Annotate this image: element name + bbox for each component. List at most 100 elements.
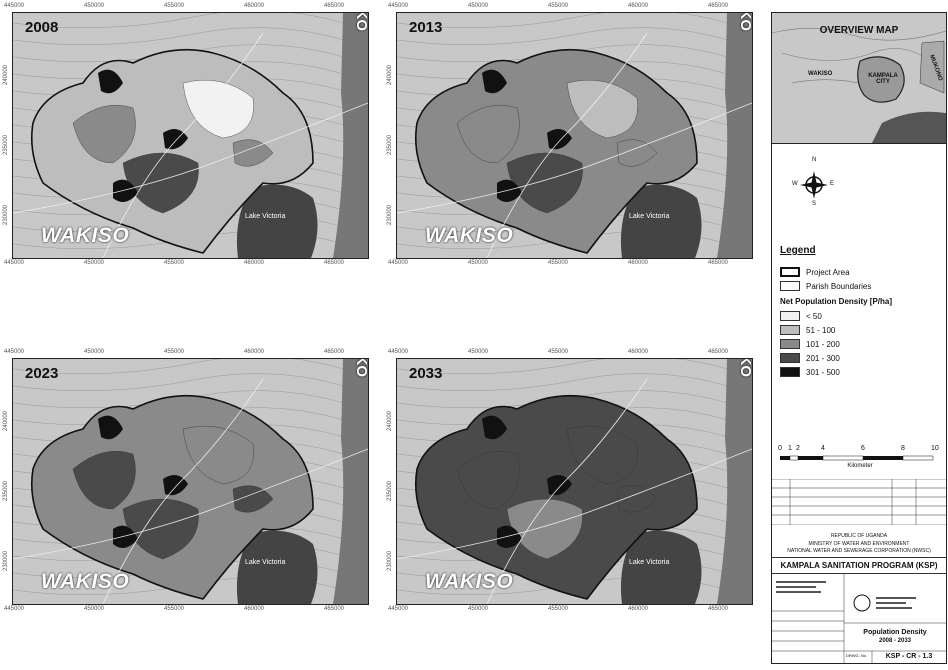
density-title: Net Population Density [P/ha]	[780, 297, 893, 306]
legend-class-row: < 50	[780, 311, 822, 321]
y-tick-label: 240000	[3, 410, 10, 432]
x-tick-label: 465000	[324, 606, 345, 612]
map-panel-2033: 2033 WAKISO MUKO Lake Victoria	[396, 358, 753, 605]
y-tick-label: 235000	[3, 134, 10, 156]
scale-tick-label: 6	[861, 445, 865, 452]
y-tick-label: 230000	[3, 204, 10, 226]
lake-victoria-label: Lake Victoria	[629, 559, 670, 566]
lake-victoria-label: Lake Victoria	[245, 213, 286, 220]
overview-wakiso-label: WAKISO	[808, 71, 833, 77]
legend-class-label: 101 - 200	[806, 339, 840, 349]
mukono-label: MUKO	[353, 13, 368, 31]
wakiso-label: WAKISO	[425, 570, 514, 593]
overview-map: OVERVIEW MAP WAKISO KAMPALA CITY MUKONO	[772, 13, 946, 144]
x-tick-label: 450000	[468, 3, 489, 9]
scale-tick-label: 8	[901, 445, 905, 452]
legend-swatch	[780, 325, 800, 335]
x-tick-label: 460000	[244, 3, 265, 9]
scale-tick-label: 1	[788, 445, 792, 452]
panel-year-label: 2008	[25, 19, 59, 36]
x-tick-label: 455000	[548, 3, 569, 9]
compass-w: W	[792, 181, 798, 187]
wakiso-label: WAKISO	[425, 224, 514, 247]
x-tick-label: 455000	[548, 606, 569, 612]
legend-parish-boundaries: Parish Boundaries	[780, 281, 871, 291]
x-tick-label: 455000	[164, 260, 185, 266]
x-tick-label: 445000	[388, 260, 409, 266]
x-tick-label: 465000	[324, 349, 345, 355]
drawing-range: 2008 - 2033	[878, 638, 912, 644]
legend-class-label: < 50	[806, 311, 822, 321]
scale-unit: Kilometer	[847, 463, 873, 469]
x-tick-label: 465000	[324, 260, 345, 266]
ministry-text: MINISTRY OF WATER AND ENVIRONMENT	[808, 541, 910, 547]
y-tick-label: 240000	[3, 64, 10, 86]
x-tick-label: 445000	[4, 3, 25, 9]
x-tick-label: 465000	[708, 260, 729, 266]
drawing-no: KSP - CR - 1.3	[885, 653, 933, 660]
x-tick-label: 465000	[708, 3, 729, 9]
panel-year-label: 2023	[25, 365, 59, 382]
lake-victoria-label: Lake Victoria	[629, 213, 670, 220]
x-tick-label: 460000	[628, 3, 649, 9]
x-tick-label: 455000	[164, 606, 185, 612]
x-tick-label: 460000	[244, 260, 265, 266]
scale-tick-label: 2	[796, 445, 800, 452]
x-tick-label: 450000	[84, 3, 105, 9]
consultants-block: Population Density 2008 - 2033 DRWG. No.…	[772, 573, 946, 663]
x-tick-label: 455000	[548, 260, 569, 266]
compass-e: E	[830, 181, 835, 187]
drawing-title: Population Density	[863, 629, 927, 636]
nwsc-text: NATIONAL WATER AND SEWERAGE CORPORATION …	[787, 548, 931, 554]
legend-class-label: 201 - 300	[806, 353, 840, 363]
legend-class-row: 101 - 200	[780, 339, 840, 349]
x-tick-label: 445000	[388, 606, 409, 612]
legend-swatch	[780, 339, 800, 349]
compass-n: N	[812, 157, 817, 163]
map-canvas	[397, 13, 752, 258]
legend-class-row: 51 - 100	[780, 325, 835, 335]
map-panel-2023: 2023 WAKISO MUKO Lake Victoria	[12, 358, 369, 605]
drawing-no-label: DRWG. No.	[846, 653, 868, 658]
x-tick-label: 450000	[468, 260, 489, 266]
compass-s: S	[812, 201, 817, 207]
legend-swatch	[780, 367, 800, 377]
x-tick-label: 460000	[628, 349, 649, 355]
legend-class-row: 201 - 300	[780, 353, 840, 363]
legend-title: Legend	[780, 245, 816, 256]
legend-class-label: 51 - 100	[806, 325, 836, 335]
y-tick-label: 230000	[3, 550, 10, 572]
x-tick-label: 465000	[708, 349, 729, 355]
map-panel-2013: 2013 WAKISO MUKO Lake Victoria	[396, 12, 753, 259]
x-tick-label: 450000	[468, 606, 489, 612]
x-tick-label: 450000	[468, 349, 489, 355]
lake-victoria-label: Lake Victoria	[245, 559, 286, 566]
x-tick-label: 460000	[628, 260, 649, 266]
x-tick-label: 450000	[84, 606, 105, 612]
x-tick-label: 455000	[548, 349, 569, 355]
mukono-label: MUKO	[737, 359, 752, 377]
x-tick-label: 460000	[244, 349, 265, 355]
legend-swatch	[780, 353, 800, 363]
legend-class-label: 301 - 500	[806, 367, 840, 377]
y-tick-label: 235000	[3, 480, 10, 502]
y-tick-label: 235000	[387, 134, 394, 156]
map-sidebar: OVERVIEW MAP WAKISO KAMPALA CITY MUKONO …	[771, 12, 947, 664]
scale-bar: 0 1 2 4 6 8 10 Kilometer	[778, 445, 940, 471]
x-tick-label: 450000	[84, 349, 105, 355]
y-tick-label: 240000	[387, 64, 394, 86]
legend-project-area: Project Area	[780, 267, 850, 277]
x-tick-label: 445000	[4, 260, 25, 266]
scale-tick-label: 10	[931, 445, 939, 452]
x-tick-label: 445000	[4, 606, 25, 612]
x-tick-label: 455000	[164, 349, 185, 355]
x-tick-label: 460000	[244, 606, 265, 612]
map-canvas	[13, 13, 368, 258]
map-canvas	[397, 359, 752, 604]
x-tick-label: 450000	[84, 260, 105, 266]
legend-swatch	[780, 311, 800, 321]
mukono-label: MUKO	[737, 13, 752, 31]
y-tick-label: 240000	[387, 410, 394, 432]
x-tick-label: 455000	[164, 3, 185, 9]
scale-tick-label: 4	[821, 445, 825, 452]
